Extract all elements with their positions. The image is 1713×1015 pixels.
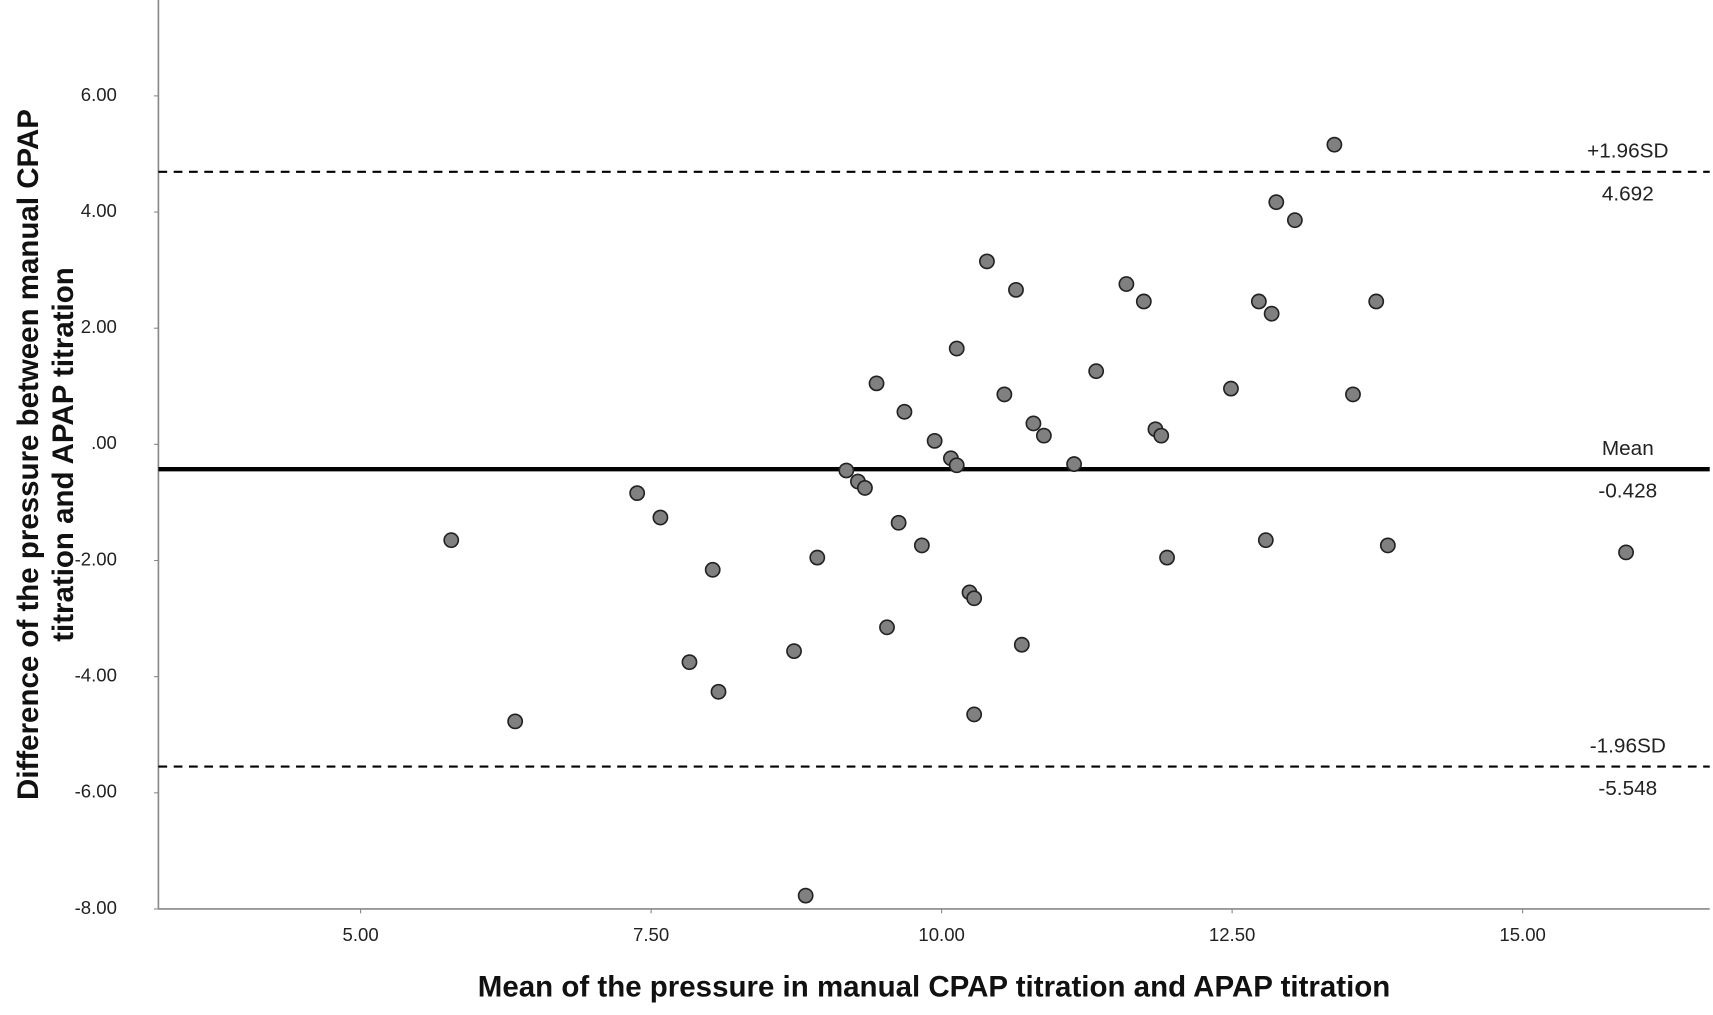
- point: [966, 590, 983, 607]
- point: [1257, 532, 1274, 549]
- point: [890, 514, 907, 531]
- line-name: +1.96SD: [1587, 140, 1668, 163]
- point: [1368, 293, 1385, 310]
- line-value: -5.548: [1598, 777, 1657, 800]
- point: [879, 619, 895, 636]
- point: [838, 462, 855, 479]
- y-tick-label: .00: [91, 432, 117, 453]
- point: [966, 706, 983, 723]
- y-tick-label: -4.00: [75, 665, 117, 686]
- point: [1286, 212, 1303, 229]
- point: [1008, 281, 1024, 298]
- point: [710, 683, 727, 700]
- point: [996, 386, 1013, 403]
- y-tick-label: -2.00: [75, 548, 117, 569]
- point: [948, 340, 965, 357]
- y-tick-label: -8.00: [75, 897, 117, 918]
- point: [979, 253, 995, 270]
- point: [868, 375, 885, 392]
- point: [1153, 427, 1170, 444]
- point: [1135, 293, 1152, 310]
- line-name: -1.96SD: [1590, 734, 1666, 757]
- x-tick-label: 5.00: [343, 924, 379, 945]
- point: [507, 713, 524, 730]
- point: [629, 485, 646, 502]
- point: [857, 479, 873, 496]
- point: [443, 532, 460, 549]
- line-name: Mean: [1602, 437, 1654, 460]
- x-tick-label: 10.00: [918, 924, 964, 945]
- point: [786, 643, 802, 660]
- point: [1618, 544, 1634, 561]
- point: [1250, 293, 1267, 310]
- point: [1025, 415, 1042, 432]
- y-axis-label: titration and APAP titration: [47, 267, 80, 642]
- y-tick-label: 4.00: [81, 200, 117, 221]
- point: [1345, 386, 1361, 403]
- x-tick-label: 12.50: [1209, 924, 1255, 945]
- point: [1223, 380, 1239, 397]
- line-value: -0.428: [1598, 480, 1657, 503]
- point: [1268, 194, 1285, 211]
- point: [809, 549, 826, 566]
- point: [1118, 276, 1135, 292]
- x-tick-label: 7.50: [633, 924, 669, 945]
- point: [704, 561, 721, 578]
- point: [1013, 636, 1030, 653]
- point: [797, 887, 814, 904]
- point: [896, 403, 913, 420]
- point: [926, 432, 943, 449]
- point: [1159, 549, 1175, 566]
- point: [1326, 136, 1343, 153]
- line-value: 4.692: [1602, 182, 1654, 205]
- y-tick-label: 2.00: [81, 316, 117, 337]
- point: [913, 537, 930, 554]
- x-tick-label: 15.00: [1499, 924, 1545, 945]
- point: [948, 457, 965, 474]
- point: [1088, 363, 1105, 380]
- x-axis-label: Mean of the pressure in manual CPAP titr…: [478, 970, 1391, 1003]
- point: [1035, 427, 1052, 444]
- point: [681, 654, 698, 671]
- point: [1066, 456, 1083, 473]
- point: [652, 509, 669, 526]
- y-axis-label: Difference of the pressure between manua…: [12, 109, 45, 800]
- y-tick-label: 6.00: [81, 84, 117, 105]
- y-tick-label: -6.00: [75, 781, 117, 802]
- point: [1263, 305, 1280, 322]
- point: [1379, 537, 1396, 554]
